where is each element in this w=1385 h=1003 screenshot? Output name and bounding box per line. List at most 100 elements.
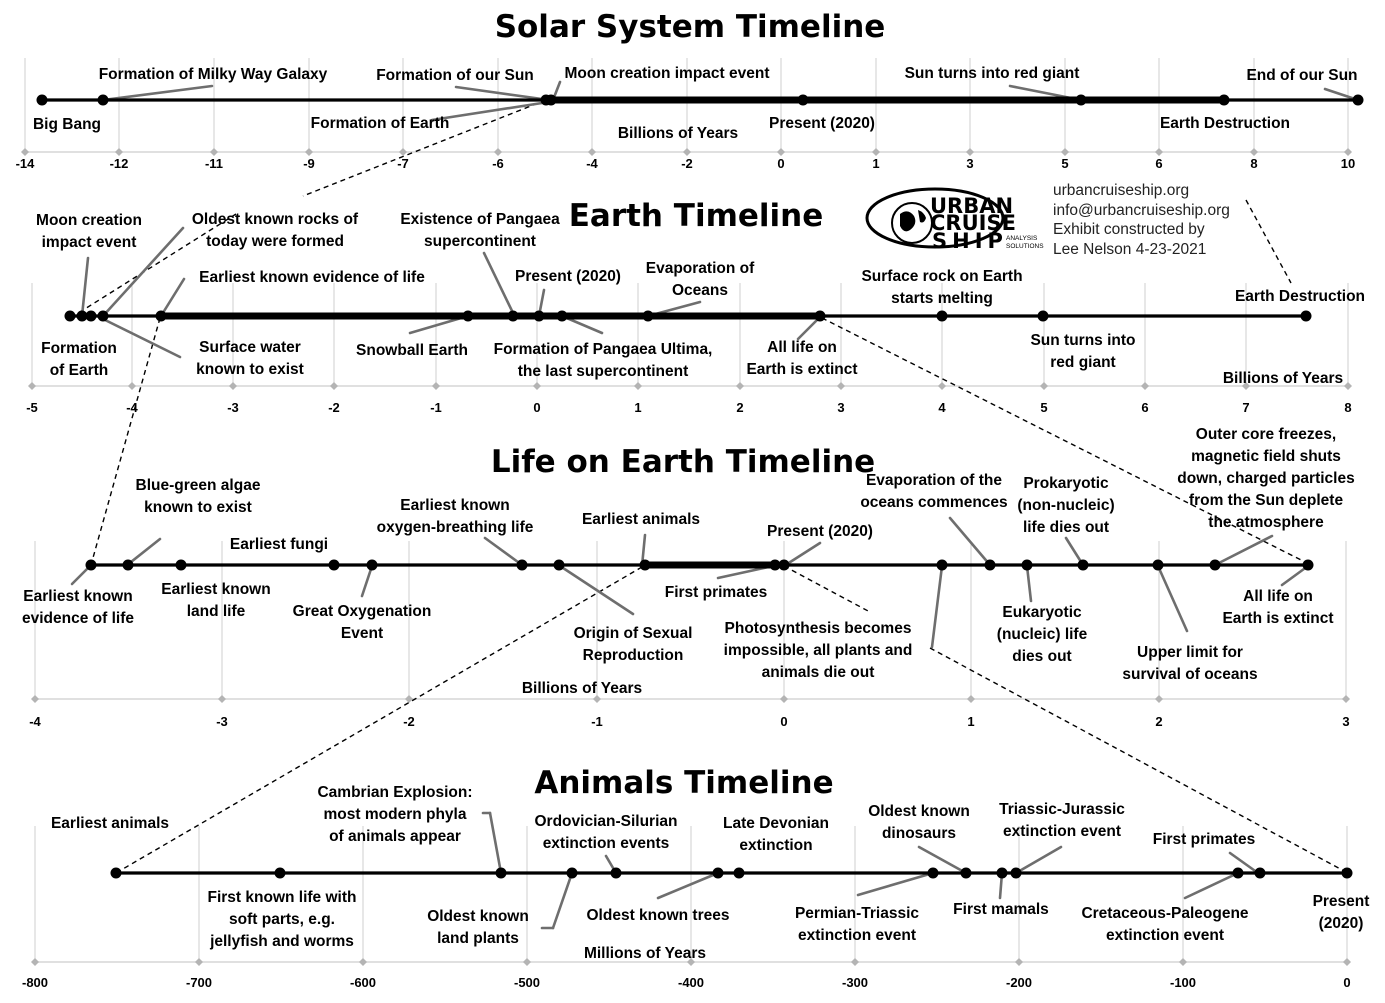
life-event-label-line: Outer core freezes,: [1196, 426, 1336, 443]
earth-event-label-line: Formation of Pangaea Ultima,: [494, 341, 713, 358]
life-event-point: [936, 559, 948, 571]
animals-event-point: [927, 867, 939, 879]
life-event-point: [639, 559, 651, 571]
globe-land-icon: [900, 210, 926, 232]
solar-tick-marker: [1344, 148, 1352, 156]
earth-tick-label: 4: [938, 400, 946, 415]
earth-event-point: [85, 310, 97, 322]
animals-event-label: Ordovician-Silurian extinction events: [535, 813, 678, 852]
earth-event-label-line: Earth Destruction: [1235, 288, 1365, 305]
animals-event-label-line: most modern phyla: [324, 806, 467, 823]
earth-event-label: Existence of Pangaea supercontinent: [400, 211, 560, 250]
earth-event-label-line: Evaporation of: [646, 260, 755, 277]
earth-event-point: [936, 310, 948, 322]
solar-tick-marker: [1061, 148, 1069, 156]
earth-event-label-line: Snowball Earth: [356, 342, 468, 359]
life-event-label-line: Event: [341, 625, 383, 642]
animals-event-label-line: Ordovician-Silurian: [535, 813, 678, 830]
animals-tick-marker: [359, 958, 367, 966]
earth-event-point: [1037, 310, 1049, 322]
earth-event-point: [533, 310, 545, 322]
life-tick-label: -4: [29, 714, 41, 729]
animals-event-point: [495, 867, 507, 879]
credits-line4: Lee Nelson 4-23-2021: [1053, 241, 1206, 258]
animals-event-label-line: extinction events: [543, 835, 670, 852]
life-event-label: Evaporation of the oceans commences: [860, 472, 1007, 511]
earth-event-label-line: the last supercontinent: [518, 363, 689, 380]
earth-tick-label: 2: [736, 400, 743, 415]
life-event-point: [1209, 559, 1221, 571]
solar-tick-marker: [1250, 148, 1258, 156]
credits-line3: Exhibit constructed by: [1053, 221, 1205, 238]
animals-event-point: [1232, 867, 1244, 879]
animals-unit-label: Millions of Years: [584, 945, 706, 962]
earth-tick-marker: [634, 382, 642, 390]
solar-event-label: Formation of Milky Way Galaxy: [99, 66, 328, 83]
zoom-line: [1245, 199, 1292, 284]
earth-tick-label: 1: [634, 400, 641, 415]
earth-tick-label: -4: [126, 400, 138, 415]
earth-event-point: [462, 310, 474, 322]
solar-event-point: [97, 94, 109, 106]
animals-tick-marker: [1179, 958, 1187, 966]
animals-event-label-line: dinosaurs: [882, 825, 956, 842]
solar-event-point: [797, 94, 809, 106]
solar-tick-label: -7: [397, 156, 409, 171]
earth-unit-label: Billions of Years: [1223, 370, 1343, 387]
solar-tick-marker: [966, 148, 974, 156]
solar-tick-marker: [1155, 148, 1163, 156]
animals-event-label-line: Present: [1313, 893, 1370, 910]
life-event-point: [516, 559, 528, 571]
animals-event-label-line: Oldest known: [868, 803, 970, 820]
life-event-label: First primates: [665, 584, 768, 601]
earth-event-label: Oldest known rocks of today were formed: [192, 211, 359, 250]
life-event-label-line: known to exist: [144, 499, 252, 516]
life-event-label-line: Earth is extinct: [1222, 610, 1333, 627]
life-event-label-line: (nucleic) life: [997, 626, 1088, 643]
solar-event-point: [1352, 94, 1364, 106]
life-event-point: [1077, 559, 1089, 571]
animals-tick-marker: [523, 958, 531, 966]
callout-leaders: [70, 80, 1360, 930]
earth-event-label: Formation of Earth: [41, 340, 117, 379]
earth-event-label-line: today were formed: [206, 233, 344, 250]
life-tick-marker: [31, 695, 39, 703]
animals-tick-label: -600: [350, 975, 376, 990]
earth-tick-marker: [1040, 382, 1048, 390]
life-event-point: [85, 559, 97, 571]
earth-tick-label: -1: [430, 400, 442, 415]
animals-event-label: First mamals: [953, 901, 1049, 918]
solar-tick-label: 1: [872, 156, 879, 171]
solar-title: Solar System Timeline: [495, 9, 886, 45]
life-event-point: [1302, 559, 1314, 571]
animals-event-label-line: First primates: [1153, 831, 1256, 848]
earth-tick-marker: [432, 382, 440, 390]
animals-event-point: [1010, 867, 1022, 879]
solar-event-label: Earth Destruction: [1160, 115, 1290, 132]
animals-tick-label: -400: [678, 975, 704, 990]
earth-tick-marker: [837, 382, 845, 390]
life-event-label-line: impossible, all plants and: [724, 642, 913, 659]
life-event-label: Prokaryotic (non-nucleic) life dies out: [1017, 475, 1114, 536]
life-tick-marker: [780, 695, 788, 703]
earth-event-point: [1300, 310, 1312, 322]
life-event-point: [328, 559, 340, 571]
earth-event-label-line: supercontinent: [424, 233, 536, 250]
life-tick-marker: [967, 695, 975, 703]
earth-event-point: [64, 310, 76, 322]
solar-event-label-line: End of our Sun: [1246, 67, 1357, 84]
solar-event-point: [1075, 94, 1087, 106]
life-event-label: Present (2020): [767, 523, 873, 540]
animals-event-label-line: extinction event: [1003, 823, 1121, 840]
logo-ring-icon: [865, 187, 1005, 249]
earth-tick-marker: [330, 382, 338, 390]
earth-tick-marker: [736, 382, 744, 390]
solar-event-label-line: Sun turns into red giant: [905, 65, 1080, 82]
life-event-label-line: survival of oceans: [1122, 666, 1257, 683]
solar-tick-marker: [588, 148, 596, 156]
life-event-label: Eukaryotic (nucleic) life dies out: [997, 604, 1088, 665]
solar-tick-marker: [872, 148, 880, 156]
earth-tick-marker: [229, 382, 237, 390]
life-tick-marker: [218, 695, 226, 703]
